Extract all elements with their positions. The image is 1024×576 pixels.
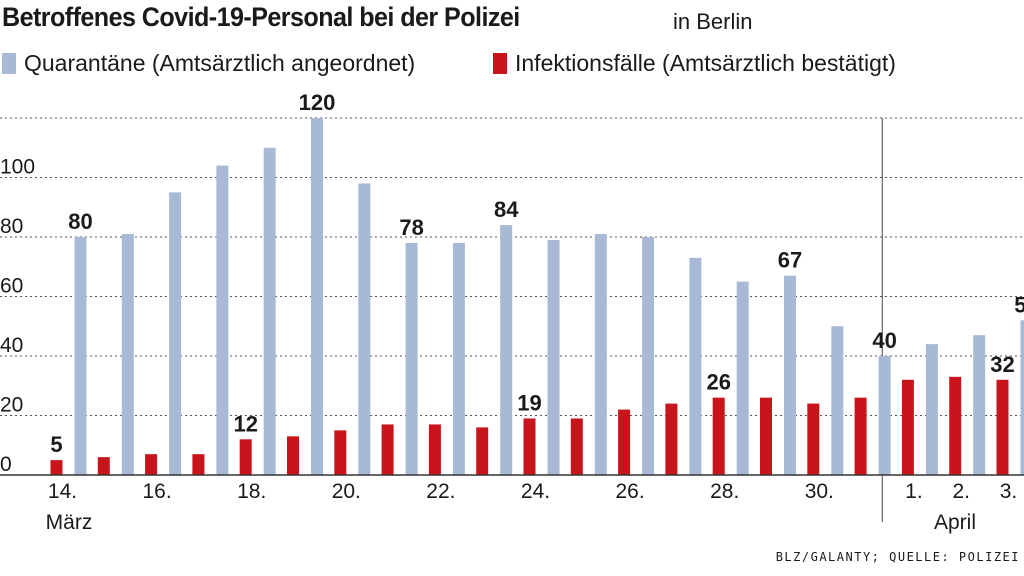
- data-label-quarantaene-23: 84: [494, 197, 519, 222]
- x-tick-label-1: 1.: [905, 480, 923, 503]
- bar-infektionen-16: [145, 454, 158, 475]
- data-label-infektionen-14: 5: [50, 432, 62, 457]
- data-label-quarantaene-29: 67: [778, 248, 802, 273]
- bar-infektionen-29: [760, 397, 772, 475]
- bar-infektionen-27: [665, 403, 678, 475]
- bar-infektionen-2: [949, 376, 962, 475]
- bar-infektionen-20: [334, 430, 347, 475]
- bar-infektionen-23: [476, 427, 489, 475]
- bar-quarantaene-27: [689, 257, 702, 475]
- data-label-quarantaene-19: 120: [299, 90, 336, 115]
- bar-infektionen-3: [996, 379, 1009, 475]
- bar-infektionen-31: [854, 397, 867, 475]
- data-label-quarantaene-3: 52: [1014, 292, 1024, 317]
- legend: Quarantäne (Amtsärztlich angeordnet) Inf…: [0, 50, 1024, 80]
- bar-quarantaene-26: [642, 237, 655, 475]
- bar-quarantaene-31: [878, 356, 891, 475]
- bar-quarantaene-17: [216, 165, 229, 475]
- data-label-infektionen-28: 26: [706, 370, 730, 395]
- month-label-april: April: [934, 511, 976, 534]
- data-label-quarantaene-21: 78: [399, 215, 423, 240]
- bar-infektionen-30: [807, 403, 820, 475]
- bar-quarantaene-18: [263, 147, 276, 475]
- x-tick-label-24: 24.: [521, 480, 550, 503]
- x-tick-label-18: 18.: [237, 480, 266, 503]
- x-tick-label-3: 3.: [1000, 480, 1018, 503]
- bar-infektionen-24: [523, 418, 536, 475]
- bar-quarantaene-2: [973, 335, 986, 475]
- y-tick-label-20: 20: [0, 394, 23, 417]
- bar-infektionen-14: [50, 460, 63, 475]
- bar-infektionen-28: [712, 397, 725, 475]
- chart-title-row: Betroffenes Covid-19-Personal bei der Po…: [2, 2, 559, 33]
- source-credit: BLZ/GALANTY; QUELLE: POLIZEI: [775, 550, 1020, 564]
- bar-infektionen-26: [618, 409, 631, 475]
- x-tick-label-26: 26.: [615, 480, 644, 503]
- bar-quarantaene-15: [121, 234, 134, 475]
- x-tick-label-2: 2.: [952, 480, 970, 503]
- bar-infektionen-19: [287, 436, 299, 475]
- bar-quarantaene-28: [736, 281, 749, 475]
- data-label-infektionen-24: 19: [517, 390, 541, 415]
- x-tick-label-16: 16.: [142, 480, 171, 503]
- y-tick-label-60: 60: [0, 275, 23, 298]
- legend-label-infektionen: Infektionsfälle (Amtsärztlich bestätigt): [515, 50, 896, 76]
- bar-quarantaene-24: [547, 239, 560, 475]
- y-tick-label-100: 100: [0, 156, 35, 179]
- bar-quarantaene-21: [405, 242, 418, 475]
- bar-infektionen-21: [381, 424, 394, 475]
- bar-infektionen-22: [428, 424, 441, 475]
- bar-quarantaene-22: [452, 242, 465, 475]
- bar-infektionen-17: [192, 454, 205, 475]
- chart-subtitle: in Berlin: [673, 9, 753, 34]
- x-tick-label-28: 28.: [710, 480, 739, 503]
- x-tick-label-20: 20.: [332, 480, 361, 503]
- bar-infektionen-15: [97, 457, 110, 475]
- chart-title: Betroffenes Covid-19-Personal bei der Po…: [2, 2, 520, 32]
- bar-quarantaene-30: [831, 326, 844, 475]
- bar-quarantaene-14: [74, 237, 87, 475]
- legend-swatch-infektionen: [493, 53, 507, 74]
- bar-quarantaene-16: [169, 192, 182, 475]
- bar-quarantaene-29: [784, 275, 796, 475]
- x-tick-label-22: 22.: [426, 480, 455, 503]
- bar-infektionen-18: [239, 439, 252, 475]
- legend-label-quarantaene: Quarantäne (Amtsärztlich angeordnet): [24, 50, 416, 76]
- x-tick-label-30: 30.: [805, 480, 834, 503]
- bar-quarantaene-1: [925, 344, 938, 475]
- x-tick-label-14: 14.: [48, 480, 77, 503]
- bar-quarantaene-25: [594, 234, 607, 475]
- bar-quarantaene-19: [311, 118, 323, 475]
- legend-swatch-quarantaene: [2, 53, 16, 74]
- bar-infektionen-1: [901, 379, 914, 475]
- data-label-infektionen-18: 12: [233, 411, 257, 436]
- data-label-quarantaene-31: 40: [872, 328, 896, 353]
- bar-quarantaene-3: [1020, 320, 1024, 475]
- bar-quarantaene-23: [500, 225, 513, 475]
- y-tick-label-0: 0: [0, 453, 12, 476]
- month-label-maerz: März: [46, 511, 93, 534]
- data-label-quarantaene-14: 80: [68, 209, 92, 234]
- y-tick-label-80: 80: [0, 215, 23, 238]
- bar-infektionen-25: [570, 418, 583, 475]
- bar-quarantaene-20: [358, 183, 371, 475]
- data-label-infektionen-3: 32: [990, 352, 1014, 377]
- y-tick-label-40: 40: [0, 334, 23, 357]
